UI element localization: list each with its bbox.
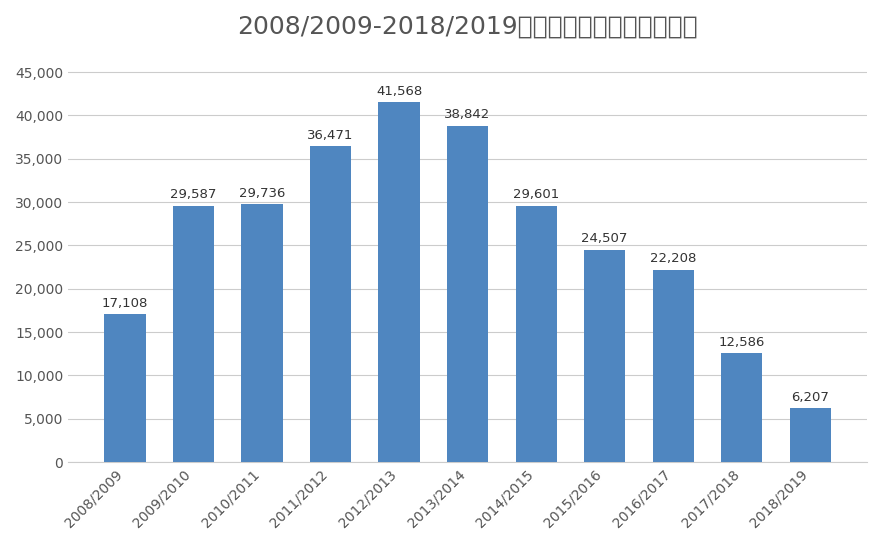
Bar — [242, 204, 282, 462]
Bar — [789, 408, 831, 462]
Text: 29,587: 29,587 — [170, 189, 217, 202]
Text: 29,736: 29,736 — [239, 187, 285, 200]
Bar — [310, 146, 351, 462]
Text: 29,601: 29,601 — [513, 188, 559, 201]
Bar — [104, 314, 146, 462]
Bar — [584, 250, 625, 462]
Bar — [653, 270, 693, 462]
Title: 2008/2009-2018/2019在美中国留学生年增长人数: 2008/2009-2018/2019在美中国留学生年增长人数 — [237, 15, 698, 39]
Bar — [721, 353, 762, 462]
Bar — [173, 205, 214, 462]
Text: 12,586: 12,586 — [719, 336, 765, 349]
Bar — [447, 125, 488, 462]
Text: 36,471: 36,471 — [307, 129, 354, 142]
Text: 22,208: 22,208 — [650, 252, 696, 265]
Text: 24,507: 24,507 — [581, 232, 628, 245]
Text: 41,568: 41,568 — [376, 84, 422, 98]
Text: 17,108: 17,108 — [101, 296, 148, 310]
Text: 6,207: 6,207 — [791, 391, 829, 404]
Bar — [515, 205, 557, 462]
Text: 38,842: 38,842 — [445, 108, 490, 121]
Bar — [378, 102, 420, 462]
